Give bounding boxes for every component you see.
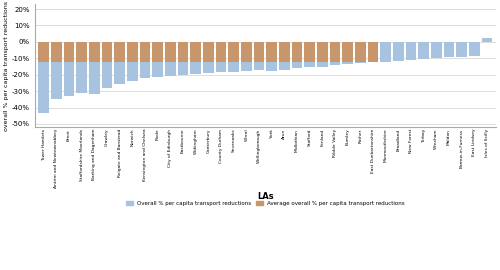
Bar: [64, 42, 74, 62]
Bar: [482, 38, 492, 42]
Bar: [140, 42, 150, 62]
Bar: [178, 62, 188, 75]
Bar: [279, 62, 290, 70]
Bar: [393, 42, 404, 61]
Bar: [330, 62, 340, 65]
Bar: [469, 42, 480, 56]
Bar: [165, 42, 176, 62]
Bar: [304, 62, 315, 67]
Bar: [444, 42, 454, 58]
Bar: [127, 62, 138, 81]
Bar: [317, 42, 328, 62]
Bar: [152, 42, 163, 62]
Bar: [304, 42, 315, 62]
Legend: Overall % per capita transport reductions, Average overall % per capita transpor: Overall % per capita transport reduction…: [124, 198, 407, 208]
Bar: [317, 62, 328, 66]
Bar: [89, 62, 100, 94]
Bar: [127, 42, 138, 62]
Bar: [216, 42, 226, 62]
Bar: [254, 62, 264, 70]
Bar: [190, 42, 201, 62]
Bar: [266, 42, 277, 62]
Bar: [76, 42, 87, 62]
Bar: [368, 42, 378, 62]
Bar: [380, 42, 391, 62]
Bar: [228, 42, 239, 62]
Bar: [355, 62, 366, 63]
Bar: [292, 62, 302, 68]
Bar: [114, 42, 125, 62]
Bar: [38, 42, 49, 62]
Bar: [190, 62, 201, 74]
Bar: [355, 42, 366, 62]
Bar: [64, 62, 74, 96]
Bar: [203, 62, 214, 73]
Bar: [342, 62, 353, 64]
Bar: [431, 42, 442, 58]
Bar: [456, 42, 467, 57]
Bar: [76, 62, 87, 93]
Bar: [241, 42, 252, 62]
Bar: [178, 42, 188, 62]
Bar: [406, 42, 416, 60]
Bar: [279, 42, 290, 62]
Bar: [152, 62, 163, 77]
Bar: [51, 42, 62, 62]
Bar: [418, 42, 429, 59]
Bar: [330, 42, 340, 62]
Bar: [254, 42, 264, 62]
Bar: [292, 42, 302, 62]
Bar: [228, 62, 239, 72]
Bar: [165, 62, 176, 76]
Bar: [51, 62, 62, 99]
Bar: [140, 62, 150, 78]
Bar: [102, 42, 112, 62]
Bar: [216, 62, 226, 72]
X-axis label: LAs: LAs: [257, 192, 274, 201]
Y-axis label: overall % per capita transport reductions: overall % per capita transport reduction…: [4, 1, 9, 131]
Bar: [102, 62, 112, 88]
Bar: [266, 62, 277, 71]
Bar: [203, 42, 214, 62]
Bar: [241, 62, 252, 72]
Bar: [89, 42, 100, 62]
Bar: [38, 62, 49, 113]
Bar: [114, 62, 125, 84]
Bar: [342, 42, 353, 62]
